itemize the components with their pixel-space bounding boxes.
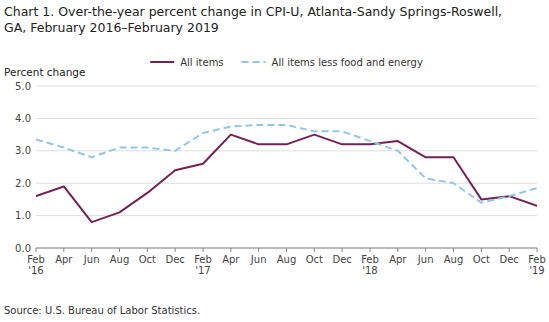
x-tick-label: Jun: [250, 254, 267, 265]
x-tick-label: Oct: [139, 254, 156, 265]
x-tick-label: Apr: [389, 254, 407, 265]
legend-swatch: [150, 61, 174, 63]
x-tick: [119, 248, 120, 252]
chart: Chart 1. Over-the-year percent change in…: [0, 0, 549, 322]
y-tick-label: 5.0: [15, 81, 31, 92]
x-tick: [230, 248, 231, 252]
x-tick: [314, 248, 315, 252]
legend-label: All items: [180, 57, 223, 68]
x-tick-label: Feb'17: [194, 254, 212, 276]
background: [0, 0, 549, 322]
x-tick-label: Jun: [417, 254, 434, 265]
legend-item: All items less food and energy: [242, 57, 423, 68]
lines: [36, 125, 537, 222]
x-tick-label: Aug: [277, 254, 297, 265]
x-tick-label: Jun: [83, 254, 100, 265]
legend: All items All items less food and energy: [150, 57, 423, 68]
y-axis-label: Percent change: [4, 66, 86, 78]
x-tick-label: Feb'16: [27, 254, 45, 276]
x-tick: [91, 248, 92, 252]
x-tick-label: Feb'18: [361, 254, 379, 276]
y-tick-label: 1.0: [15, 210, 31, 221]
x-tick-label: Dec: [332, 254, 351, 265]
x-tick: [203, 248, 204, 252]
grid-line: [36, 118, 537, 119]
title: Chart 1. Over-the-year percent change in…: [4, 4, 502, 35]
legend-item: All items: [150, 57, 223, 68]
x-tick: [453, 248, 454, 252]
y-tick-label: 4.0: [15, 113, 31, 124]
x-tick: [286, 248, 287, 252]
x-tick: [425, 248, 426, 252]
source: Source: U.S. Bureau of Labor Statistics.: [4, 305, 200, 316]
grid-line: [36, 183, 537, 184]
x-tick-label: Apr: [222, 254, 240, 265]
x-tick: [509, 248, 510, 252]
x-tick-label: Feb'19: [528, 254, 546, 276]
x-tick-label: Oct: [306, 254, 323, 265]
grid-line: [36, 86, 537, 87]
x-tick: [147, 248, 148, 252]
y-tick-label: 0.0: [15, 243, 31, 254]
x-tick: [36, 248, 37, 252]
x-tick: [342, 248, 343, 252]
legend-swatch: [242, 61, 266, 63]
legend-label: All items less food and energy: [272, 57, 423, 68]
x-tick-label: Dec: [499, 254, 518, 265]
x-tick-label: Apr: [55, 254, 73, 265]
y-tick-label: 2.0: [15, 178, 31, 189]
x-tick: [537, 248, 538, 252]
x-tick: [258, 248, 259, 252]
x-tick: [397, 248, 398, 252]
x-tick: [370, 248, 371, 252]
x-tick: [175, 248, 176, 252]
grid: [36, 86, 537, 248]
x-tick: [481, 248, 482, 252]
x-tick: [63, 248, 64, 252]
x-tick-label: Dec: [165, 254, 184, 265]
x-tick-label: Aug: [444, 254, 464, 265]
y-tick-label: 3.0: [15, 145, 31, 156]
x-tick-label: Aug: [110, 254, 130, 265]
series-line: [36, 125, 537, 203]
series-line: [36, 135, 537, 222]
x-tick-label: Oct: [473, 254, 490, 265]
